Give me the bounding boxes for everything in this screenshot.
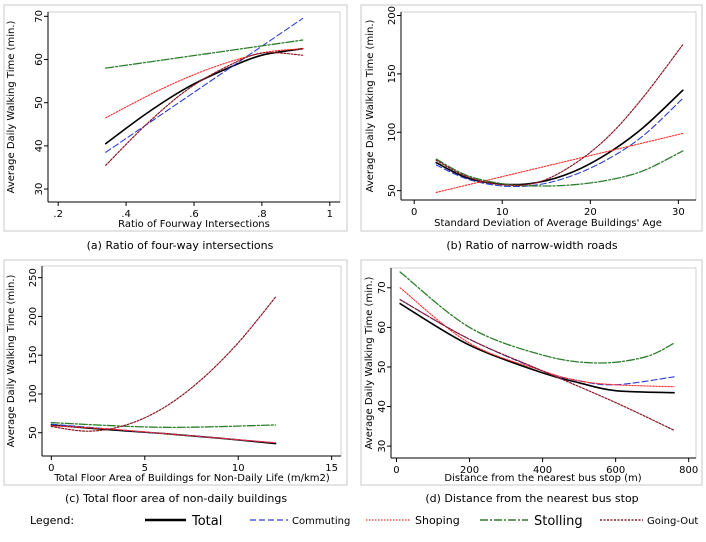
series-line-shoping xyxy=(105,48,304,119)
x-tick-label: 0 xyxy=(411,207,417,218)
x-tick-label: 600 xyxy=(606,465,625,476)
legend-label-going-out: Going-Out xyxy=(647,516,698,527)
x-axis-label: Total Floor Area of Buildings for Non-Da… xyxy=(53,473,330,484)
x-axis-label: Ratio of Fourway Intersections xyxy=(118,219,270,230)
series-group xyxy=(399,271,675,431)
y-axis-label: Average Daily Walking Time (min.) xyxy=(6,21,17,194)
x-tick-label: 0 xyxy=(48,463,54,474)
series-line-shoping xyxy=(435,132,684,193)
series-line-going-out xyxy=(105,51,304,166)
legend-label-total: Total xyxy=(191,514,222,529)
tick-group: 0 5 10 15 50 100 150 200 250 xyxy=(28,268,338,474)
series-group xyxy=(435,44,684,193)
y-tick-label: 200 xyxy=(387,6,398,25)
y-axis-label: Average Daily Walking Time (min.) xyxy=(364,277,375,450)
legend: Legend: Total Commuting Shoping Stolling… xyxy=(30,514,698,529)
y-tick-label: 100 xyxy=(387,123,398,142)
y-tick-label: 40 xyxy=(377,400,388,413)
series-line-commuting xyxy=(435,97,684,188)
panel-a-caption: (a) Ratio of four-way intersections xyxy=(87,239,274,252)
panel-c: 0 5 10 15 50 100 150 200 250 Total Floor Area of… xyxy=(3,259,348,486)
series-line-shoping xyxy=(399,287,675,388)
series-line-total xyxy=(104,47,304,145)
panel-d: 0 200 400 600 800 30 40 50 60 70 Distance from th… xyxy=(360,259,703,486)
y-tick-label: 50 xyxy=(377,361,388,374)
series-line-going-out xyxy=(50,296,277,432)
y-tick-label: 50 xyxy=(387,184,398,197)
x-tick-label: 15 xyxy=(325,463,338,474)
legend-label-commuting: Commuting xyxy=(292,516,350,527)
y-tick-label: 150 xyxy=(28,346,39,365)
panel-c-caption: (c) Total floor area of non-daily buildi… xyxy=(65,492,287,505)
y-tick-label: 50 xyxy=(28,426,39,439)
y-tick-label: 100 xyxy=(28,384,39,403)
y-tick-label: 60 xyxy=(34,53,45,66)
y-tick-label: 50 xyxy=(34,96,45,109)
x-tick-label: 0 xyxy=(393,465,399,476)
y-tick-label: 60 xyxy=(377,321,388,334)
x-axis-label: Distance from the nearest bus stop (m) xyxy=(444,473,641,484)
legend-label-shoping: Shoping xyxy=(415,514,460,527)
series-line-going-out xyxy=(435,44,684,186)
series-line-stolling xyxy=(50,422,277,429)
plot-area xyxy=(390,267,697,459)
series-line-stolling xyxy=(399,271,675,364)
y-tick-label: 30 xyxy=(34,183,45,196)
tick-group: 0 10 20 30 50 100 150 200 xyxy=(387,6,685,218)
plot-area xyxy=(400,11,697,201)
series-line-stolling xyxy=(105,39,304,69)
y-tick-label: 250 xyxy=(28,268,39,287)
series-group xyxy=(50,296,277,445)
legend-title: Legend: xyxy=(30,514,74,527)
x-tick-label: .8 xyxy=(257,209,267,220)
x-tick-label: .4 xyxy=(121,209,131,220)
y-tick-label: 150 xyxy=(387,64,398,83)
y-axis-label: Average Daily Walking Time (min.) xyxy=(6,275,17,448)
plot-area xyxy=(47,11,341,203)
series-line-shoping xyxy=(50,425,277,444)
y-axis-label: Average Daily Walking Time (min.) xyxy=(365,20,376,193)
x-tick-label: 400 xyxy=(533,465,552,476)
x-tick-label: 10 xyxy=(232,463,245,474)
series-line-commuting xyxy=(105,17,304,153)
panel-b: 0 10 20 30 50 100 150 200 Standard Deviation of… xyxy=(360,4,703,232)
panel-a: .2 .4 .6 .8 1 30 40 50 60 70 Ratio of Fourway Int… xyxy=(3,4,348,232)
x-tick-label: 800 xyxy=(679,465,698,476)
series-line-stolling xyxy=(435,150,684,187)
series-group xyxy=(104,17,304,166)
series-line-total xyxy=(435,89,684,186)
x-tick-label: .2 xyxy=(53,209,63,220)
panel-d-caption: (d) Distance from the nearest bus stop xyxy=(425,492,638,505)
legend-label-stolling: Stolling xyxy=(534,514,583,529)
x-tick-label: 5 xyxy=(142,463,148,474)
x-axis-label: Standard Deviation of Average Buildings'… xyxy=(434,218,662,229)
y-tick-label: 40 xyxy=(34,139,45,152)
panel-b-caption: (b) Ratio of narrow-width roads xyxy=(446,239,617,252)
x-tick-label: 10 xyxy=(496,207,509,218)
series-line-going-out xyxy=(399,299,675,431)
x-tick-label: 1 xyxy=(327,209,333,220)
x-tick-label: 200 xyxy=(460,465,479,476)
plot-area xyxy=(41,265,342,457)
x-tick-label: 20 xyxy=(584,207,597,218)
y-tick-label: 200 xyxy=(28,307,39,326)
tick-group: 0 200 400 600 800 30 40 50 60 70 xyxy=(377,281,698,476)
y-tick-label: 30 xyxy=(377,440,388,453)
x-tick-label: 30 xyxy=(672,207,685,218)
y-tick-label: 70 xyxy=(377,281,388,294)
y-tick-label: 70 xyxy=(34,10,45,23)
x-tick-label: .6 xyxy=(189,209,199,220)
tick-group: .2 .4 .6 .8 1 30 40 50 60 70 xyxy=(34,10,333,220)
